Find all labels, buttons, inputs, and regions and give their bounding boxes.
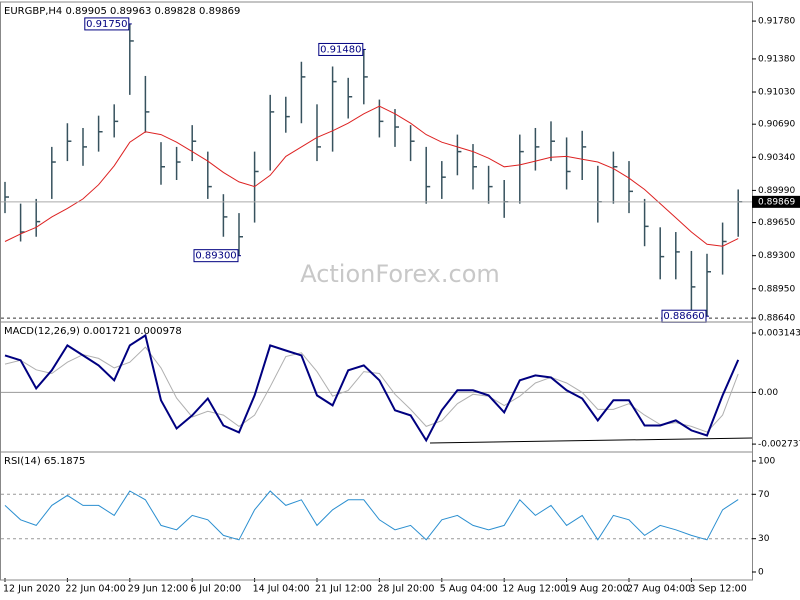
y-tick-label: 0 [758, 568, 764, 578]
y-tick-label: -0.002737 [758, 440, 800, 450]
x-tick-label: 12 Aug 12:00 [502, 584, 566, 595]
watermark: ActionForex.com [300, 260, 500, 288]
y-tick-label: 30 [758, 534, 770, 544]
last-price-label: 0.89869 [758, 197, 795, 207]
y-tick-label: 0.90690 [758, 120, 795, 130]
trend-line [429, 437, 753, 444]
y-tick-label: 0.91030 [758, 88, 795, 98]
last-price-box [752, 195, 800, 208]
macd-line [4, 333, 740, 443]
x-tick-label: 5 Aug 04:00 [440, 584, 498, 595]
y-tick-label: 0.89990 [758, 186, 795, 196]
rsi-line [4, 490, 739, 541]
y-tick-label: 0.88950 [758, 284, 795, 294]
x-tick-label: 12 Jun 2020 [3, 584, 60, 595]
y-tick-label: 0.91380 [758, 54, 795, 64]
x-tick-label: 6 Jul 20:00 [190, 584, 241, 595]
panel-title: RSI(14) 65.1875 [4, 456, 85, 467]
x-tick-label: 14 Jul 04:00 [253, 584, 310, 595]
y-tick-label: 100 [758, 456, 775, 466]
x-tick-label: 3 Sep 12:00 [689, 584, 746, 595]
y-tick-label: 0.89300 [758, 251, 795, 261]
x-tick-label: 27 Aug 04:00 [627, 584, 691, 595]
x-tick-label: 19 Aug 20:00 [565, 584, 629, 595]
x-tick-label: 29 Jun 12:00 [128, 584, 188, 595]
y-tick-label: 0.88640 [758, 314, 795, 324]
moving-average [4, 105, 739, 247]
annotation-label: 0.91750 [86, 19, 127, 30]
y-tick-label: 0.003143 [758, 329, 800, 339]
annotation-label: 0.91480 [320, 44, 361, 55]
annotation-label: 0.89300 [195, 251, 236, 262]
y-tick-label: 70 [758, 490, 770, 500]
panel-frame [0, 451, 753, 581]
panel-title: MACD(12,26,9) 0.001721 0.000978 [4, 326, 182, 337]
y-tick-label: 0.89650 [758, 218, 795, 228]
y-tick-label: 0.91780 [758, 17, 795, 27]
y-tick-label: 0.90340 [758, 153, 795, 163]
x-tick-label: 21 Jul 12:00 [315, 584, 372, 595]
x-tick-label: 22 Jun 04:00 [65, 584, 125, 595]
y-tick-label: 0.00 [758, 388, 778, 398]
panel-title: EURGBP,H4 0.89905 0.89963 0.89828 0.8986… [4, 6, 240, 17]
annotation-label: 0.88660 [663, 311, 704, 322]
x-tick-label: 28 Jul 20:00 [377, 584, 434, 595]
